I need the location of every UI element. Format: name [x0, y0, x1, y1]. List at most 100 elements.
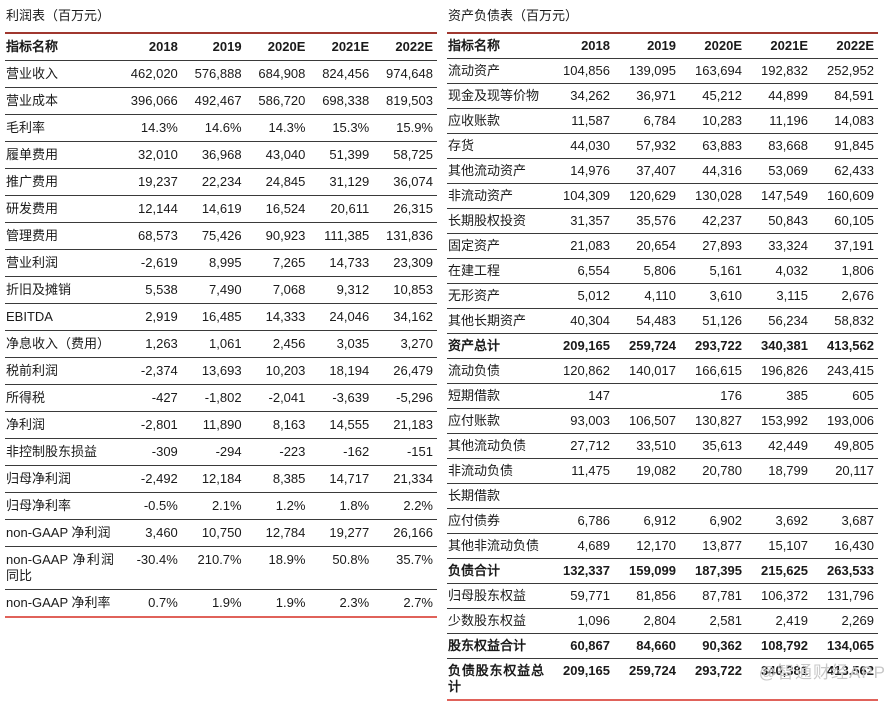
cell-value: 108,792 [746, 633, 812, 659]
table-row: 应付债券 6,786 6,912 6,902 3,692 3,687 [447, 508, 878, 534]
row-label: 研发费用 [5, 195, 118, 223]
row-label: 流动资产 [447, 58, 548, 84]
cell-value: 14,083 [812, 108, 878, 134]
cell-value: 2,676 [812, 283, 878, 309]
cell-value: 87,781 [680, 583, 746, 609]
row-label: 应付账款 [447, 408, 548, 434]
table-row: 其他长期资产 40,304 54,483 51,126 56,234 58,832 [447, 308, 878, 334]
table-row: 研发费用 12,144 14,619 16,524 20,611 26,315 [5, 195, 437, 223]
balance-sheet-table: 指标名称 2018 2019 2020E 2021E 2022E 流动资产 104,856 1… [447, 32, 878, 701]
cell-value: 93,003 [548, 408, 614, 434]
cell-value: 140,017 [614, 358, 680, 384]
cell-value: 2,419 [746, 608, 812, 634]
cell-value: 51,126 [680, 308, 746, 334]
cell-value: 59,771 [548, 583, 614, 609]
cell-value: 176 [680, 383, 746, 409]
cell-value: 2,456 [245, 330, 310, 358]
table-row: 存货 44,030 57,932 63,883 83,668 91,845 [447, 133, 878, 159]
balance-sheet-header: 指标名称 2018 2019 2020E 2021E 2022E [447, 32, 878, 59]
cell-value: 36,971 [614, 83, 680, 109]
cell-value: 819,503 [373, 87, 437, 115]
cell-value: 1,096 [548, 608, 614, 634]
cell-value: 49,805 [812, 433, 878, 459]
cell-value: 32,010 [118, 141, 182, 169]
cell-value: 11,196 [746, 108, 812, 134]
row-label: 非流动资产 [447, 183, 548, 209]
cell-value: 21,183 [373, 411, 437, 439]
row-label: 其他长期资产 [447, 308, 548, 334]
row-label: non-GAAP 净利率 [5, 589, 118, 618]
cell-value: 4,032 [746, 258, 812, 284]
balance-sheet-title: 资产负债表（百万元） [448, 8, 579, 23]
table-row: 归母净利率 -0.5% 2.1% 1.2% 1.8% 2.2% [5, 492, 437, 520]
cell-value: -30.4% [118, 546, 182, 590]
table-row: 其他流动资产 14,976 37,407 44,316 53,069 62,433 [447, 158, 878, 184]
table-row: 固定资产 21,083 20,654 27,893 33,324 37,191 [447, 233, 878, 259]
cell-value: 252,952 [812, 58, 878, 84]
cell-value: 10,283 [680, 108, 746, 134]
table-row: 流动负债 120,862 140,017 166,615 196,826 243,415 [447, 358, 878, 384]
cell-value: 6,786 [548, 508, 614, 534]
cell-value: 0.7% [118, 589, 182, 618]
table-row: 股东权益合计 60,867 84,660 90,362 108,792 134,065 [447, 633, 878, 659]
cell-value: 187,395 [680, 558, 746, 584]
cell-value: 36,968 [181, 141, 246, 169]
cell-value: 4,689 [548, 533, 614, 559]
cell-value: 147 [548, 383, 614, 409]
cell-value: 13,693 [181, 357, 246, 385]
table-row: 营业收入 462,020 576,888 684,908 824,456 974,648 [5, 60, 437, 88]
row-label: 营业成本 [5, 87, 118, 115]
table-row: 非控制股东损益 -309 -294 -223 -162 -151 [5, 438, 437, 466]
table-row: 长期股权投资 31,357 35,576 42,237 50,843 60,105 [447, 208, 878, 234]
cell-value: 53,069 [746, 158, 812, 184]
cell-value: 24,046 [309, 303, 374, 331]
table-row: 税前利润 -2,374 13,693 10,203 18,194 26,479 [5, 357, 437, 385]
cell-value: 7,068 [245, 276, 310, 304]
table-row: 短期借款 147 176 385 605 [447, 383, 878, 409]
row-label: 所得税 [5, 384, 118, 412]
cell-value: 91,845 [812, 133, 878, 159]
row-label: 营业收入 [5, 60, 118, 88]
cell-value: 35,613 [680, 433, 746, 459]
cell-value: 12,144 [118, 195, 182, 223]
cell-value: 5,012 [548, 283, 614, 309]
cell-value: 16,430 [812, 533, 878, 559]
column-header-label: 指标名称 [447, 32, 548, 59]
cell-value: 56,234 [746, 308, 812, 334]
cell-value: 209,165 [548, 658, 614, 701]
cell-value: 37,191 [812, 233, 878, 259]
table-row: 资产总计 209,165 259,724 293,722 340,381 413,562 [447, 333, 878, 359]
cell-value: 34,162 [373, 303, 437, 331]
cell-value: 111,385 [309, 222, 374, 250]
cell-value: 14,733 [309, 249, 374, 277]
cell-value: 396,066 [118, 87, 182, 115]
cell-value: 3,115 [746, 283, 812, 309]
cell-value: -162 [309, 438, 374, 466]
cell-value: 20,654 [614, 233, 680, 259]
cell-value: 54,483 [614, 308, 680, 334]
cell-value: 4,110 [614, 283, 680, 309]
table-row: 无形资产 5,012 4,110 3,610 3,115 2,676 [447, 283, 878, 309]
table-row: 在建工程 6,554 5,806 5,161 4,032 1,806 [447, 258, 878, 284]
cell-value: 15.9% [373, 114, 437, 142]
table-row: 少数股东权益 1,096 2,804 2,581 2,419 2,269 [447, 608, 878, 634]
cell-value: 58,725 [373, 141, 437, 169]
row-label: 其他非流动负债 [447, 533, 548, 559]
cell-value: 10,750 [181, 519, 246, 547]
row-label: 少数股东权益 [447, 608, 548, 634]
cell-value: 2,804 [614, 608, 680, 634]
column-header-year: 2022E [373, 32, 437, 61]
cell-value: 90,362 [680, 633, 746, 659]
cell-value: 26,166 [373, 519, 437, 547]
table-row: 履单费用 32,010 36,968 43,040 51,399 58,725 [5, 141, 437, 169]
row-label: non-GAAP 净利润 [5, 519, 118, 547]
cell-value: 26,479 [373, 357, 437, 385]
cell-value: 18,799 [746, 458, 812, 484]
cell-value: 14,619 [181, 195, 246, 223]
cell-value: 6,902 [680, 508, 746, 534]
cell-value: 10,203 [245, 357, 310, 385]
cell-value: 3,692 [746, 508, 812, 534]
table-row: 毛利率 14.3% 14.6% 14.3% 15.3% 15.9% [5, 114, 437, 142]
cell-value: 22,234 [181, 168, 246, 196]
cell-value: 5,806 [614, 258, 680, 284]
